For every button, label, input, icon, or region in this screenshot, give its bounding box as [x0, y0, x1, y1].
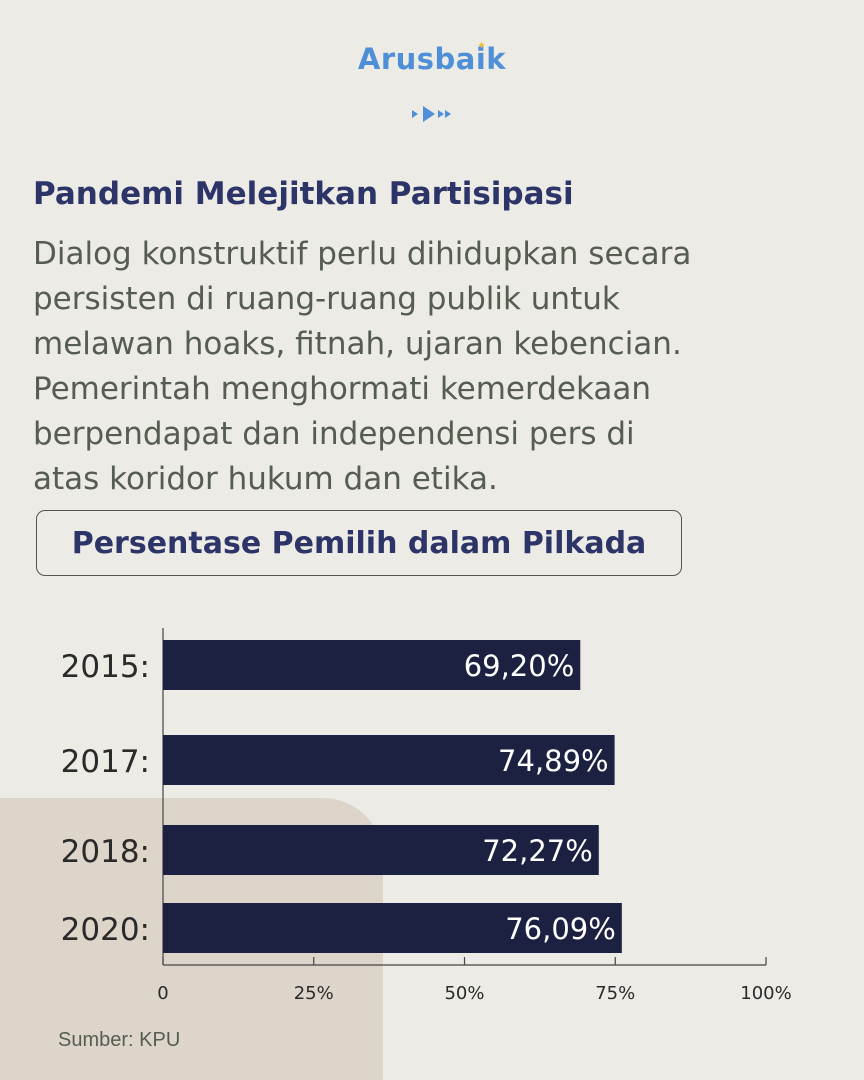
x-tick-label: 75% — [595, 983, 635, 1004]
x-tick-label: 0 — [157, 983, 168, 1004]
category-label: 2020: — [61, 912, 150, 948]
body-line: atas koridor hukum dan etika. — [33, 461, 498, 497]
bar-value-label: 74,89% — [498, 744, 609, 778]
category-label: 2015: — [61, 649, 150, 685]
x-tick-label: 25% — [294, 983, 334, 1004]
source-note: Sumber: KPU — [58, 1029, 181, 1051]
brand-logo: Arusbaik — [357, 42, 507, 76]
body-line: Pemerintah menghormati kemerdekaan — [33, 371, 652, 407]
chart-title-box: Persentase Pemilih dalam Pilkada — [36, 510, 682, 576]
body-line: berpendapat dan independensi pers di — [33, 416, 635, 452]
bar-value-label: 69,20% — [464, 649, 575, 683]
bar-chart: 69,20% 2015: 74,89% 2017: 72,27% 2018: 76,09% 2… — [61, 628, 792, 1004]
category-label: 2018: — [61, 834, 150, 870]
x-tick-label: 50% — [444, 983, 484, 1004]
bar — [163, 825, 599, 875]
category-label: 2017: — [61, 744, 150, 780]
body-text: Dialog konstruktif perlu dihidupkan seca… — [33, 232, 833, 502]
body-line: Dialog konstruktif perlu dihidupkan seca… — [33, 236, 692, 272]
bar — [163, 640, 581, 690]
chart-title: Persentase Pemilih dalam Pilkada — [71, 525, 647, 561]
body-line: melawan hoaks, fitnah, ujaran kebencian. — [33, 326, 682, 362]
bar — [163, 903, 622, 953]
logo-star-icon: ✦ — [477, 40, 487, 52]
fast-forward-icon — [412, 106, 451, 122]
x-tick-label: 100% — [740, 983, 791, 1004]
bar-value-label: 76,09% — [505, 912, 616, 946]
bar — [163, 735, 615, 785]
headline: Pandemi Melejitkan Partisipasi — [33, 176, 574, 212]
bar-value-label: 72,27% — [482, 834, 593, 868]
body-line: persisten di ruang-ruang publik untuk — [33, 281, 620, 317]
